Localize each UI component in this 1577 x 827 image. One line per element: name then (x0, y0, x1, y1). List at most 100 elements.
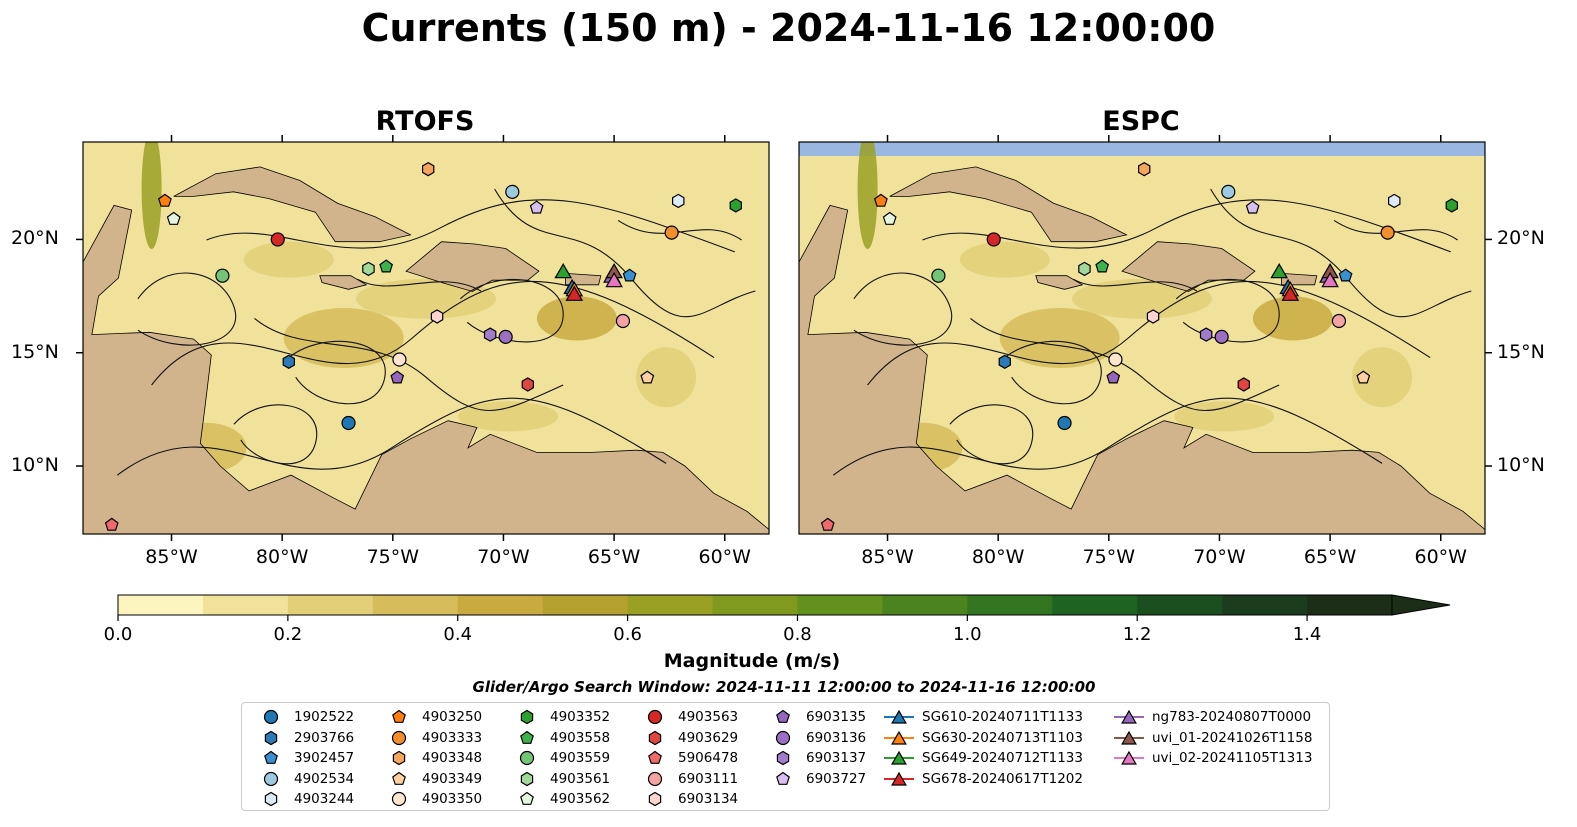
x-tick-label: 60°W (698, 546, 751, 568)
legend-marker (519, 750, 535, 766)
search-window-text: Glider/Argo Search Window: 2024-11-11 12… (472, 678, 1096, 696)
legend-symbol (775, 730, 791, 745)
legend-marker (1114, 730, 1144, 745)
x-tick-label: 85°W (145, 546, 198, 568)
platform-marker (1199, 327, 1213, 342)
legend-label: uvi_02-20241105T1313 (1152, 750, 1313, 766)
legend-marker (776, 750, 790, 766)
colorbar-segment (457, 595, 544, 615)
legend-marker (648, 750, 662, 764)
legend-label: 4903629 (678, 729, 739, 746)
land-polygon (889, 166, 1128, 243)
legend-symbol (392, 750, 406, 766)
glider-marker (1281, 285, 1300, 301)
figure-title: Currents (150 m) - 2024-11-16 12:00:00 (361, 6, 1216, 50)
colorbar-tick-label: 1.0 (953, 624, 982, 645)
speed-patch (959, 241, 1050, 278)
speed-patch (1352, 347, 1413, 408)
colorbar-tick-label: 1.4 (1292, 624, 1322, 645)
platform-marker (483, 327, 497, 342)
legend-label: 4903333 (422, 729, 483, 746)
streamline (1333, 219, 1458, 241)
platform-marker (104, 517, 119, 531)
legend-marker (776, 709, 790, 723)
legend-marker (391, 791, 407, 807)
legend-label: SG630-20240713T1103 (922, 729, 1083, 746)
x-tick-label: 80°W (255, 546, 309, 568)
y-tick-label: 20°N (11, 227, 59, 250)
speed-patch (141, 142, 162, 250)
legend-label: 4903250 (422, 709, 483, 725)
glider-marker (605, 272, 623, 288)
legend-marker (392, 709, 406, 723)
platform-marker (270, 232, 285, 247)
platform-marker (1078, 261, 1091, 277)
x-tick-label: 60°W (1414, 546, 1467, 568)
legend-symbol (776, 709, 790, 723)
platform-marker (379, 259, 394, 273)
legend-label: 4902534 (294, 770, 355, 787)
platform-marker (1338, 268, 1353, 282)
colorbar-segment (882, 595, 968, 615)
x-tick-label: 65°W (1303, 546, 1357, 568)
platform-marker (521, 377, 535, 392)
legend-marker (884, 709, 914, 724)
legend-symbol (648, 730, 662, 745)
streamline (254, 317, 564, 411)
y-tick-label: 10°N (11, 454, 59, 477)
platform-marker (931, 268, 946, 283)
x-tick-label: 85°W (861, 546, 914, 568)
legend-symbol (520, 771, 534, 786)
legend-symbol (1121, 750, 1137, 765)
map-frame (798, 141, 1486, 535)
legend-symbol (647, 709, 663, 725)
streamline (288, 340, 386, 405)
platform-marker (1214, 329, 1229, 344)
speed-patch (458, 401, 559, 432)
speed-patch (243, 241, 334, 278)
legend-marker (392, 750, 406, 766)
land-polygon (319, 275, 368, 290)
land-polygon (1121, 241, 1256, 292)
legend-marker (647, 709, 663, 725)
platform-marker (671, 193, 685, 209)
platform-marker (215, 268, 230, 283)
colorbar-frame (117, 594, 1393, 616)
legend-label: 6903136 (806, 729, 867, 746)
platform-marker (1146, 309, 1160, 324)
legend-marker (520, 771, 534, 786)
y-tick-label: 10°N (1497, 454, 1545, 477)
legend-marker (775, 730, 791, 745)
legend-marker (1114, 709, 1144, 724)
legend-symbol (776, 750, 790, 766)
legend-label: 4903563 (678, 709, 739, 725)
legend-marker (264, 750, 278, 764)
colorbar-segment (1137, 595, 1223, 615)
platform-marker (1057, 415, 1072, 431)
streamline (867, 280, 1431, 386)
legend-symbol (520, 791, 534, 805)
legend-symbol (1121, 709, 1137, 724)
legend-symbol (391, 791, 407, 807)
colorbar-tick-label: 0.4 (443, 624, 473, 645)
platform-marker (362, 261, 375, 277)
platform-marker (341, 415, 356, 431)
legend-marker (263, 771, 279, 786)
legend-symbol (1121, 730, 1137, 745)
land-polygon (173, 166, 412, 243)
colorbar-segment (1052, 595, 1138, 615)
streamline (617, 219, 742, 241)
legend-symbol (520, 709, 534, 725)
panel-title-rtofs: RTOFS (375, 106, 475, 137)
platform-marker (430, 309, 444, 324)
legend-symbol (891, 771, 907, 786)
speed-patch (356, 278, 496, 319)
legend-label: 4903558 (550, 729, 611, 746)
platform-marker (986, 232, 1001, 247)
legend-symbol (648, 791, 662, 807)
glider-marker (1270, 263, 1289, 279)
legend-label: 4903348 (422, 750, 483, 766)
x-tick-label: 75°W (366, 546, 420, 568)
platform-marker (1445, 198, 1459, 213)
